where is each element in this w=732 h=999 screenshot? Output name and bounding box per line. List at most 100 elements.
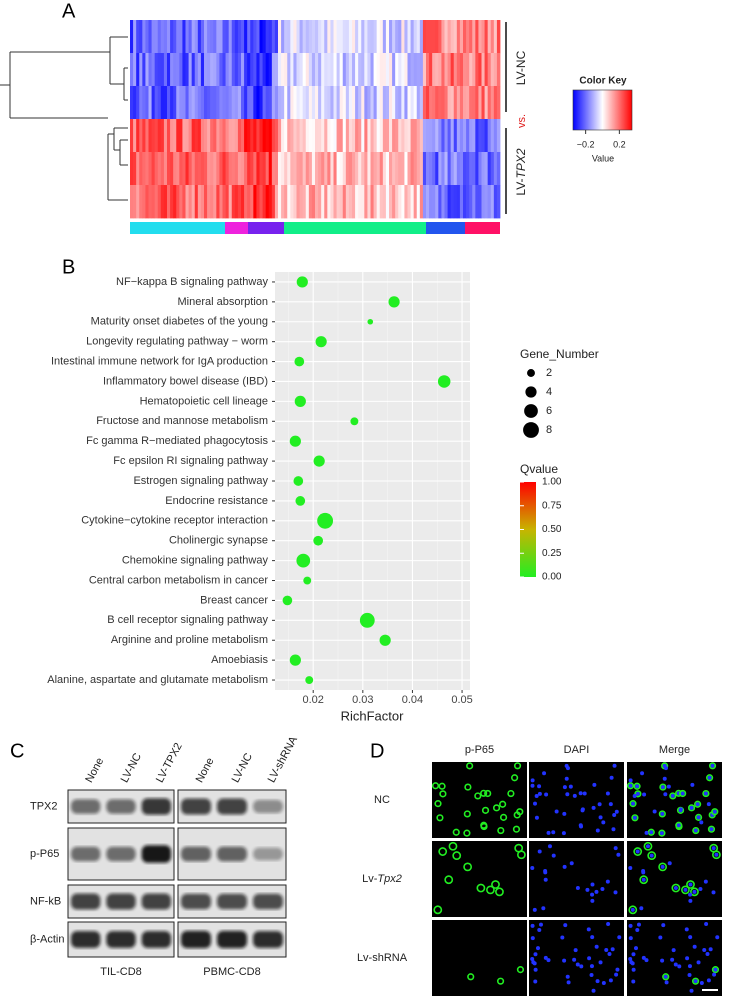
heatmap-cell [157, 86, 162, 120]
heatmap-cell [247, 152, 251, 186]
heatmap-cell [160, 185, 165, 219]
stained-cell [431, 782, 440, 790]
heatmap-cell [265, 53, 270, 87]
y-tick-label: Estrogen signaling pathway [133, 475, 268, 487]
heatmap-cell [432, 119, 436, 153]
heatmap-cell [167, 53, 171, 87]
dot [359, 612, 375, 628]
nucleus [710, 763, 715, 768]
heatmap-cell [167, 185, 171, 219]
nucleus [688, 882, 693, 887]
heatmap-cell [413, 53, 418, 87]
heatmap-cell [330, 53, 334, 87]
heatmap-cell [219, 53, 223, 87]
heatmap-cell [432, 152, 436, 186]
heatmap-cell [373, 53, 378, 87]
heatmap-cell [339, 20, 344, 54]
heatmap-cell [348, 86, 353, 120]
heatmap-cell [182, 185, 186, 219]
heatmap-cell [345, 86, 350, 120]
heatmap-cell [342, 86, 347, 120]
heatmap-cell [413, 20, 418, 54]
heatmap-cell [151, 86, 156, 120]
heatmap-cell [370, 119, 374, 153]
heatmap-cell [244, 119, 248, 153]
heatmap-cell [262, 185, 267, 219]
nucleus [565, 974, 570, 979]
heatmap-cell [274, 185, 279, 219]
heatmap-cell [182, 20, 186, 54]
heatmap-cell [364, 86, 368, 120]
panel-label: D [370, 740, 384, 762]
stained-cell [659, 783, 667, 791]
nucleus [563, 923, 568, 928]
heatmap-cell [469, 185, 473, 219]
heatmap-cell [432, 20, 436, 54]
stained-cell [438, 782, 446, 790]
stained-cell [658, 862, 668, 872]
heatmap-cell [416, 152, 421, 186]
micrograph [529, 920, 624, 996]
heatmap-cell [219, 119, 223, 153]
heatmap-cell [339, 53, 344, 87]
heatmap-cell [182, 119, 186, 153]
heatmap-cell [256, 119, 260, 153]
heatmap-cell [478, 20, 482, 54]
heatmap-cell [194, 152, 199, 186]
blot-band [217, 930, 247, 949]
nucleus [591, 805, 596, 810]
heatmap-cell [293, 119, 297, 153]
blot-band [253, 799, 283, 814]
heatmap-cell [133, 185, 137, 219]
heatmap-cell [453, 152, 458, 186]
heatmap-cell [213, 119, 217, 153]
heatmap-cell [268, 86, 273, 120]
heatmap-cell [278, 119, 282, 153]
heatmap-cell [281, 86, 285, 120]
heatmap-cell [429, 119, 433, 153]
heatmap-cell [287, 20, 291, 54]
heatmap-cell [160, 53, 165, 87]
heatmap-cell [385, 185, 390, 219]
heatmap-cell [463, 20, 467, 54]
stained-cell [463, 829, 471, 837]
heatmap-cell [401, 20, 405, 54]
heatmap-cell [441, 152, 445, 186]
micrograph [432, 920, 527, 996]
stained-cell [711, 966, 720, 974]
blot-band [106, 799, 136, 814]
heatmap-cell [327, 86, 331, 120]
nucleus [608, 978, 613, 983]
heatmap-cell [244, 86, 248, 120]
heatmap-cell [256, 53, 260, 87]
panel-label: A [62, 0, 76, 22]
heatmap-cell [484, 119, 489, 153]
color-legend-label: 0.25 [542, 548, 562, 559]
heatmap-cell [459, 53, 464, 87]
heatmap-cell [216, 53, 220, 87]
nucleus [661, 923, 666, 928]
stained-cell [639, 875, 649, 885]
heatmap-cell [327, 185, 331, 219]
legend-label: 4 [546, 386, 552, 398]
heatmap-cell [287, 185, 291, 219]
heatmap-cell [204, 86, 208, 120]
stained-cell [634, 790, 642, 798]
heatmap-cell [496, 20, 501, 54]
heatmap-cell [447, 119, 452, 153]
heatmap-cell [364, 53, 368, 87]
heatmap-cell [361, 20, 365, 54]
nucleus [572, 957, 577, 962]
heatmap-cell [247, 119, 251, 153]
stained-cell [658, 829, 666, 837]
heatmap-cell [157, 185, 162, 219]
heatmap-cell [250, 53, 254, 87]
heatmap-cell [345, 20, 350, 54]
heatmap-cell [453, 53, 458, 87]
heatmap-cell [490, 86, 495, 120]
heatmap-cell [207, 86, 211, 120]
heatmap-cell [188, 86, 193, 120]
nucleus [693, 979, 698, 984]
heatmap-cell [154, 185, 159, 219]
heatmap-cell [278, 185, 282, 219]
